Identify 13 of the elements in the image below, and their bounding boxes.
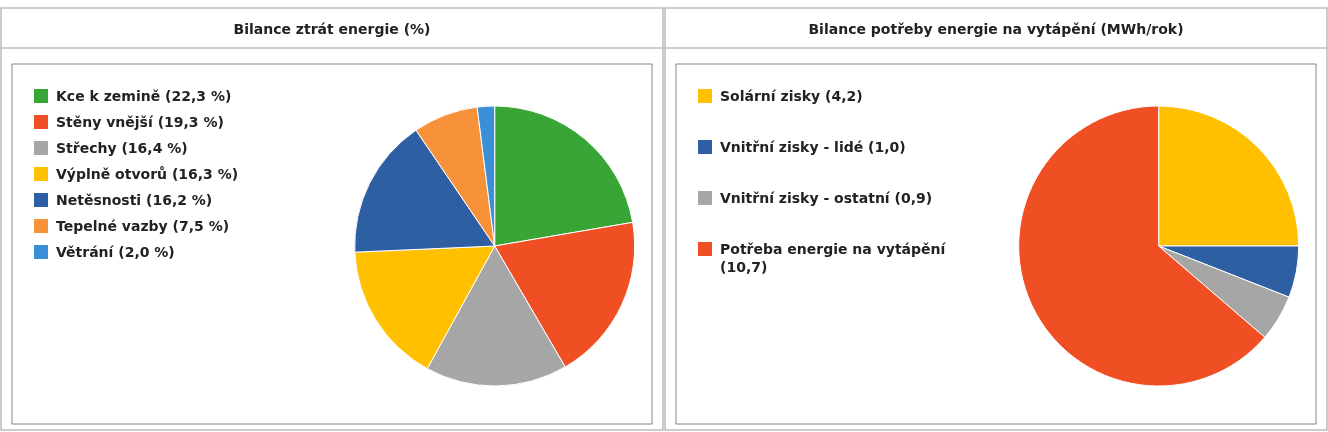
legend-label: Větrání (2,0 %) — [56, 244, 175, 260]
legend-label: Kce k zemině (22,3 %) — [56, 88, 232, 104]
legend-label: Střechy (16,4 %) — [56, 140, 188, 156]
chart-title: Bilance potřeby energie na vytápění (MWh/rok) — [808, 21, 1184, 37]
chart-title: Bilance ztrát energie (%) — [233, 21, 431, 37]
legend-label: Potřeba energie na vytápění (10,7) — [720, 241, 947, 275]
legend-label: Vnitřní zisky - ostatní (0,9) — [720, 190, 933, 206]
legend-label: Netěsnosti (16,2 %) — [56, 192, 213, 208]
legend-label: Solární zisky (4,2) — [720, 88, 863, 104]
legend-label: Stěny vnější (19,3 %) — [56, 114, 224, 130]
legend-label: Vnitřní zisky - lidé (1,0) — [720, 139, 906, 155]
legend-label: Tepelné vazby (7,5 %) — [56, 218, 230, 234]
legend-label: Výplně otvorů (16,3 %) — [56, 166, 239, 182]
